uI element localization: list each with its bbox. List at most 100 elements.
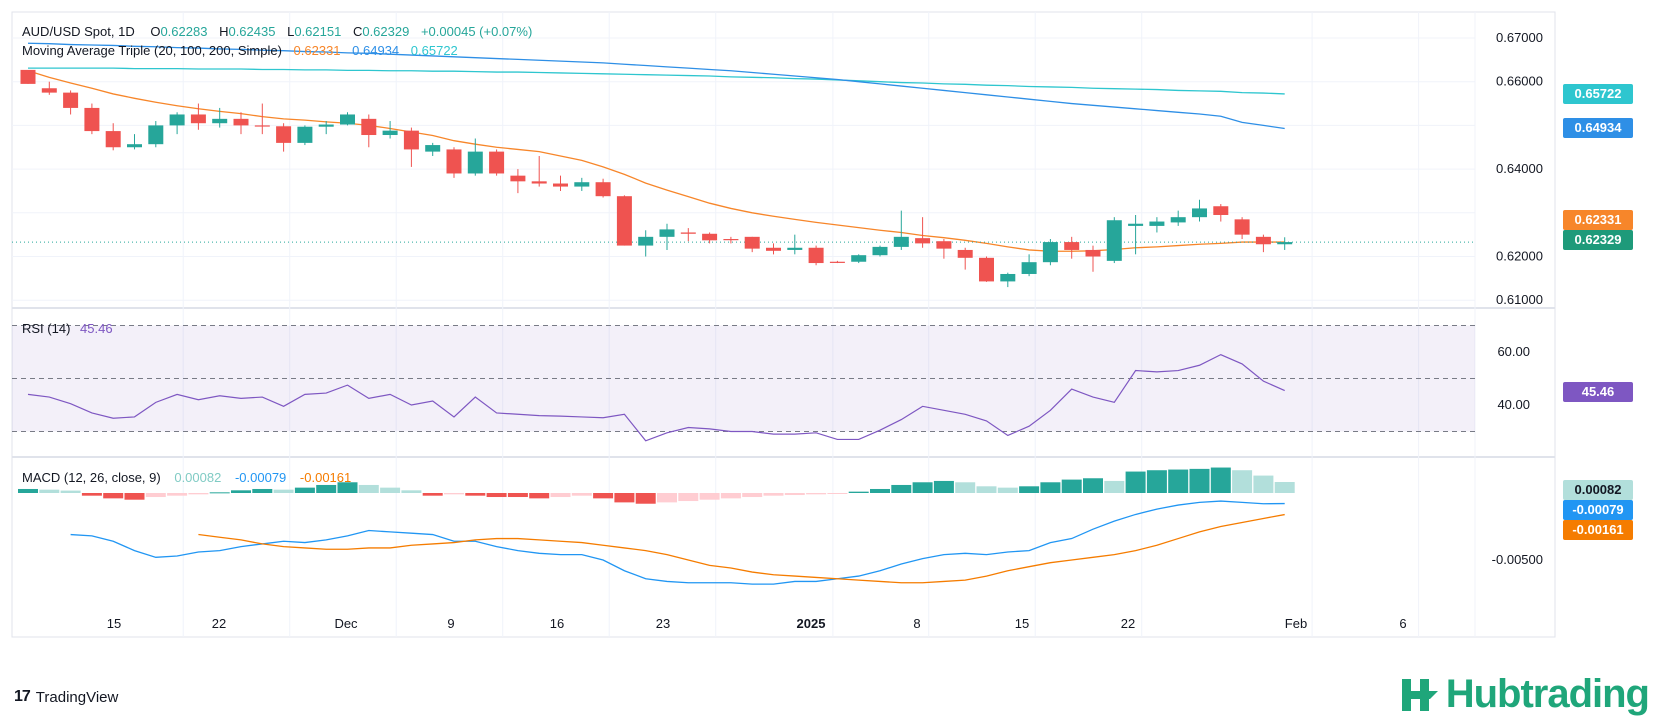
tradingview-logo-icon: 17 xyxy=(14,688,31,705)
candle-body xyxy=(41,88,57,93)
rsi-legend-value: 45.46 xyxy=(80,321,113,336)
rsi-legend-label: RSI (14) xyxy=(22,321,71,336)
candle-body xyxy=(1064,242,1080,250)
candle-body xyxy=(105,131,121,148)
candle-body xyxy=(1106,220,1122,261)
macd-histogram-bar xyxy=(593,493,614,499)
time-tick-label: 6 xyxy=(1399,616,1406,631)
macd-histogram-bar xyxy=(571,493,592,496)
signal-series-line xyxy=(198,513,1285,584)
rsi-series-line xyxy=(27,353,1285,442)
candle-body xyxy=(574,182,590,187)
macd-histogram-bar xyxy=(933,480,954,493)
macd-histogram-bar xyxy=(742,493,763,498)
candle-body xyxy=(63,92,79,108)
macd-histogram-bar xyxy=(60,490,81,493)
price-tick-label: 0.66000 xyxy=(1496,74,1543,89)
y-axis: 0.67000 0.66000 0.64000 0.62000 0.61000 60.00… xyxy=(1492,30,1543,567)
macd-histogram-bar xyxy=(401,490,422,493)
macd-histogram-bar xyxy=(507,493,528,498)
macd-histogram-bar xyxy=(635,493,656,504)
candle-body xyxy=(361,118,377,136)
candle-body xyxy=(744,236,760,249)
candle-body xyxy=(1277,242,1293,245)
macd-legend-label: MACD (12, 26, close, 9) xyxy=(22,470,161,485)
ma100-value: 0.64934 xyxy=(352,43,400,58)
sma200-line xyxy=(28,67,1285,95)
rsi-legend: RSI (14) 45.46 xyxy=(22,321,117,336)
rsi-tick-label: 40.00 xyxy=(1497,397,1530,412)
price-tick-label: 0.64000 xyxy=(1496,161,1543,176)
candle-body xyxy=(1042,242,1058,263)
time-tick-label: 22 xyxy=(212,616,226,631)
macd-series-line xyxy=(70,500,1285,585)
macd-histogram-bar xyxy=(81,493,102,496)
candle-body xyxy=(127,144,142,148)
macd-histogram-bar xyxy=(720,493,741,499)
high-label: H xyxy=(219,24,229,39)
macd-histogram-bar xyxy=(422,493,443,496)
ma-legend: Moving Average Triple (20, 100, 200, Sim… xyxy=(22,43,462,58)
macd-histogram-bar xyxy=(997,487,1018,493)
price-tick-label: 0.67000 xyxy=(1496,30,1543,45)
candle-body xyxy=(1149,221,1165,226)
price-legend: AUD/USD Spot, 1D O0.62283 H0.62435 L0.62… xyxy=(22,24,536,39)
candle-body xyxy=(403,130,419,150)
macd-histogram-bar xyxy=(337,482,358,493)
macd-histogram-bar xyxy=(358,484,379,493)
candle-body xyxy=(148,125,164,145)
hubtrading-label: Hubtrading xyxy=(1445,672,1650,716)
macd-histogram-bar xyxy=(1274,482,1295,493)
macd-hist-tag: 0.00082 xyxy=(1563,480,1633,500)
candle-body xyxy=(1213,206,1229,215)
chart-border xyxy=(11,11,1556,638)
close-label: C xyxy=(352,24,363,39)
candle-body xyxy=(20,69,36,84)
macd-histogram-bar xyxy=(955,482,976,493)
open-value: 0.62283 xyxy=(160,24,208,39)
price-tick-label: 0.62000 xyxy=(1496,249,1543,264)
macd-histogram-bar xyxy=(1146,470,1167,493)
macd-histogram-bar xyxy=(103,493,124,499)
macd-histogram-bar xyxy=(209,492,230,494)
macd-legend-hist: 0.00082 xyxy=(174,470,222,485)
candles xyxy=(20,69,1293,288)
time-tick-label: Dec xyxy=(334,616,358,631)
macd-histogram-bar xyxy=(316,484,337,493)
macd-histogram-bar xyxy=(252,488,273,493)
candle-body xyxy=(318,124,334,127)
candle-body xyxy=(766,247,781,251)
time-tick-label: 22 xyxy=(1121,616,1135,631)
candle-body xyxy=(553,183,568,187)
candle-body xyxy=(1170,217,1186,223)
macd-histogram-bar xyxy=(1189,468,1210,493)
macd-histogram-bar xyxy=(1168,469,1189,493)
candle-body xyxy=(276,126,292,143)
time-tick-label: Feb xyxy=(1285,616,1307,631)
ma200-value: 0.65722 xyxy=(410,43,458,58)
change-value: +0.00045 (+0.07%) xyxy=(420,24,533,39)
candle-body xyxy=(340,114,355,125)
candle-body xyxy=(446,149,462,174)
ma20-price-tag: 0.62331 xyxy=(1563,210,1633,230)
macd-histogram-bar xyxy=(1061,479,1082,493)
candle-body xyxy=(680,232,696,234)
time-tick-label: 9 xyxy=(447,616,454,631)
candle-body xyxy=(425,145,441,152)
macd-histogram-bar xyxy=(1104,480,1125,493)
macd-histogram-bar xyxy=(231,490,251,493)
high-value: 0.62435 xyxy=(228,24,276,39)
macd-histogram-bar xyxy=(784,493,805,496)
macd-histogram-bar xyxy=(827,493,848,494)
candle-body xyxy=(851,255,867,262)
macd-histogram-bar xyxy=(124,493,145,500)
macd-histogram-bar xyxy=(806,493,827,495)
candle-body xyxy=(702,233,718,241)
macd-histogram-bar xyxy=(1210,467,1231,493)
macd-histogram-bar xyxy=(465,493,486,496)
close-value: 0.62329 xyxy=(362,24,410,39)
candle-body xyxy=(1128,223,1144,226)
hubtrading-logo-icon xyxy=(1401,678,1438,711)
macd-histogram xyxy=(18,467,1295,504)
